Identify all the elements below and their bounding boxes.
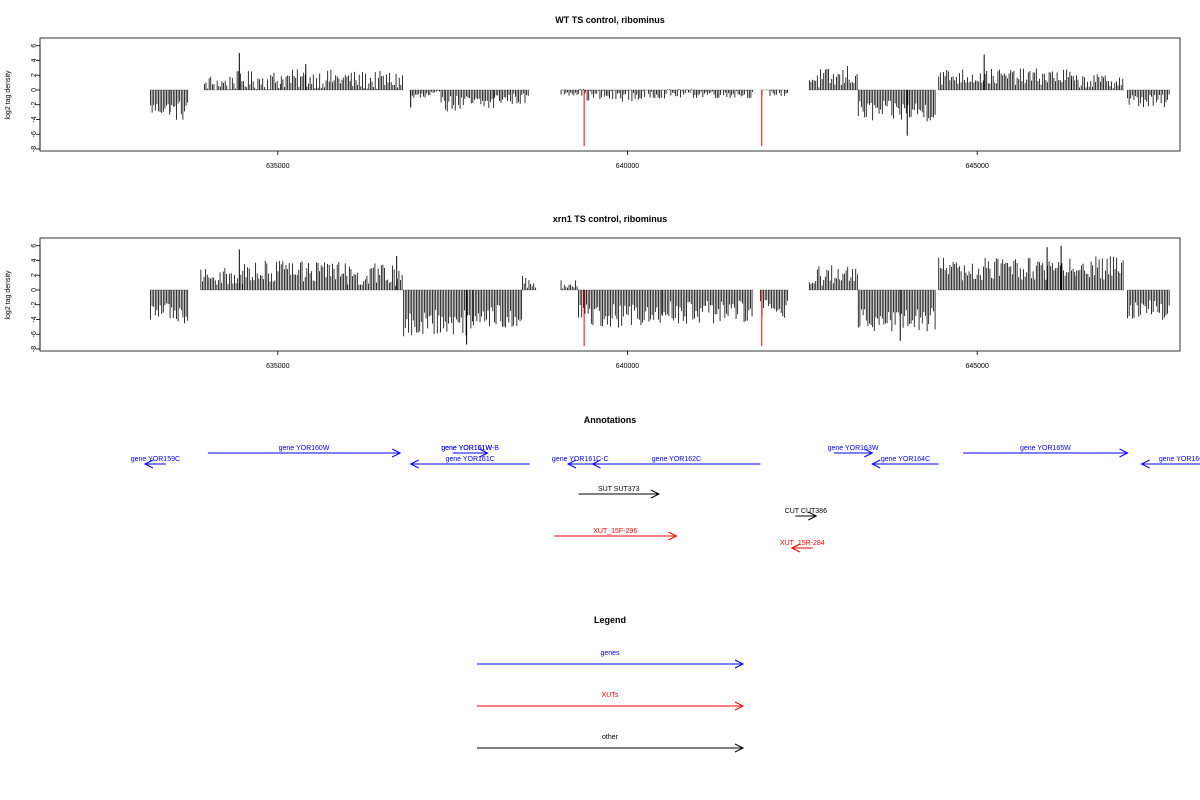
annotation-label: gene YOR164C: [881, 456, 930, 463]
annotation-label: CUT CUT386: [785, 508, 827, 515]
xrn1-track-title: xrn1 TS control, ribominus: [553, 214, 668, 224]
legend-label: XUTs: [602, 692, 619, 699]
annotations-panel: Annotations gene YOR159C gene YOR160W gene…: [131, 415, 1200, 553]
arrow-head: [790, 543, 801, 553]
y-tick-label: -2: [31, 102, 38, 108]
arrow-head: [1119, 448, 1129, 458]
y-tick-label: -8: [31, 346, 38, 352]
annotation-label: XUT_15R-284: [780, 540, 825, 547]
annotation-feature: gene YOR163W: [828, 445, 879, 458]
annotation-label: gene YOR161C-C: [552, 456, 609, 463]
annotation-label: SUT SUT373: [598, 486, 640, 493]
y-tick-label: -6: [31, 331, 38, 337]
annotation-feature: gene YOR164C: [871, 456, 939, 469]
y-tick-label: 6: [31, 44, 38, 48]
xrn1-y-axis: -8 -6 -4 -2 0 2 4 6: [31, 244, 41, 352]
annotation-label: gene YOR161W-B: [441, 445, 499, 452]
legend-item: genes: [477, 650, 745, 669]
x-tick-label: 645000: [965, 163, 988, 170]
y-tick-label: 2: [31, 73, 38, 77]
wt-y-axis: -8 -6 -4 -2 0 2 4 6: [31, 44, 41, 152]
x-tick-label: 635000: [266, 163, 289, 170]
xrn1-plot-frame: [39, 237, 1181, 352]
arrow-head: [1140, 459, 1150, 469]
annotation-label: XUT_15F-296: [593, 528, 637, 535]
annotations-title: Annotations: [584, 415, 637, 425]
legend-panel: Legend genes XUTs other: [477, 615, 745, 753]
annotation-feature: gene YOR161C-C: [552, 456, 609, 469]
y-tick-label: -8: [31, 146, 38, 152]
legend-title: Legend: [594, 615, 626, 625]
legend-item: XUTs: [477, 692, 745, 711]
annotation-feature: XUT_15F-296: [554, 528, 678, 541]
annotation-label: gene YOR165W: [1020, 445, 1071, 452]
xrn1-y-axis-label: log2 tag density: [5, 270, 12, 320]
annotation-feature: gene YOR161C: [409, 456, 530, 469]
annotation-label: gene YOR162C: [652, 456, 701, 463]
y-tick-label: 6: [31, 244, 38, 248]
arrow-head: [668, 531, 678, 541]
wt-track-panel: WT TS control, ribominus log2 tag densit…: [5, 15, 1181, 170]
legend-label: other: [602, 734, 619, 741]
annotation-label: gene YOR160W: [279, 445, 330, 452]
wt-x-axis: 635000 640000 645000: [266, 151, 989, 170]
arrow-head: [479, 448, 489, 458]
arrow-head: [409, 459, 419, 469]
arrow-head: [864, 448, 874, 458]
y-tick-label: -2: [31, 302, 38, 308]
arrow-head: [650, 489, 661, 499]
annotation-label: gene YOR161W: [441, 445, 492, 452]
y-tick-label: -4: [31, 116, 38, 122]
arrow-head: [391, 448, 402, 458]
y-tick-label: 4: [31, 58, 38, 62]
xrn1-track-panel: xrn1 TS control, ribominus log2 tag dens…: [5, 214, 1181, 370]
y-tick-label: 0: [31, 88, 38, 92]
legend-label: genes: [600, 650, 620, 657]
arrow-head: [591, 459, 601, 469]
x-tick-label: 635000: [266, 363, 289, 370]
arrow-head: [734, 743, 745, 753]
annotation-label: gene YOR166C: [1159, 456, 1200, 463]
xrn1-bars: [150, 245, 1170, 347]
xrn1-x-axis: 635000 640000 645000: [266, 351, 989, 370]
annotation-feature: gene YOR160W: [207, 445, 402, 458]
annotation-feature: gene YOR159C: [131, 456, 180, 469]
annotation-feature: gene YOR161W-B: [441, 445, 499, 458]
x-tick-label: 640000: [616, 163, 639, 170]
x-tick-label: 640000: [616, 363, 639, 370]
annotation-feature: SUT SUT373: [578, 486, 661, 499]
annotation-feature: gene YOR166C: [1140, 456, 1200, 469]
arrow-head: [871, 459, 881, 469]
wt-y-axis-label: log2 tag density: [5, 70, 12, 120]
arrow-head: [143, 459, 154, 469]
annotation-feature: XUT_15R-284: [780, 540, 825, 553]
wt-bars: [150, 53, 1170, 147]
y-tick-label: -6: [31, 131, 38, 137]
arrow-head: [808, 511, 818, 521]
y-tick-label: -4: [31, 316, 38, 322]
arrow-head: [566, 459, 577, 469]
annotation-label: gene YOR163W: [828, 445, 879, 452]
wt-plot-frame: [39, 37, 1181, 152]
legend-item: other: [477, 734, 745, 753]
annotation-feature: gene YOR162C: [591, 456, 761, 469]
wt-track-title: WT TS control, ribominus: [555, 15, 665, 25]
annotation-feature: CUT CUT386: [785, 508, 827, 521]
y-tick-label: 4: [31, 258, 38, 262]
annotation-label: gene YOR161C: [445, 456, 494, 463]
legend-items: genes XUTs other: [477, 650, 745, 753]
y-tick-label: 2: [31, 273, 38, 277]
arrow-head: [734, 659, 745, 669]
annotation-feature: gene YOR165W: [963, 445, 1129, 458]
y-tick-label: 0: [31, 288, 38, 292]
x-tick-label: 645000: [965, 363, 988, 370]
arrow-head: [734, 701, 745, 711]
annotation-label: gene YOR159C: [131, 456, 180, 463]
